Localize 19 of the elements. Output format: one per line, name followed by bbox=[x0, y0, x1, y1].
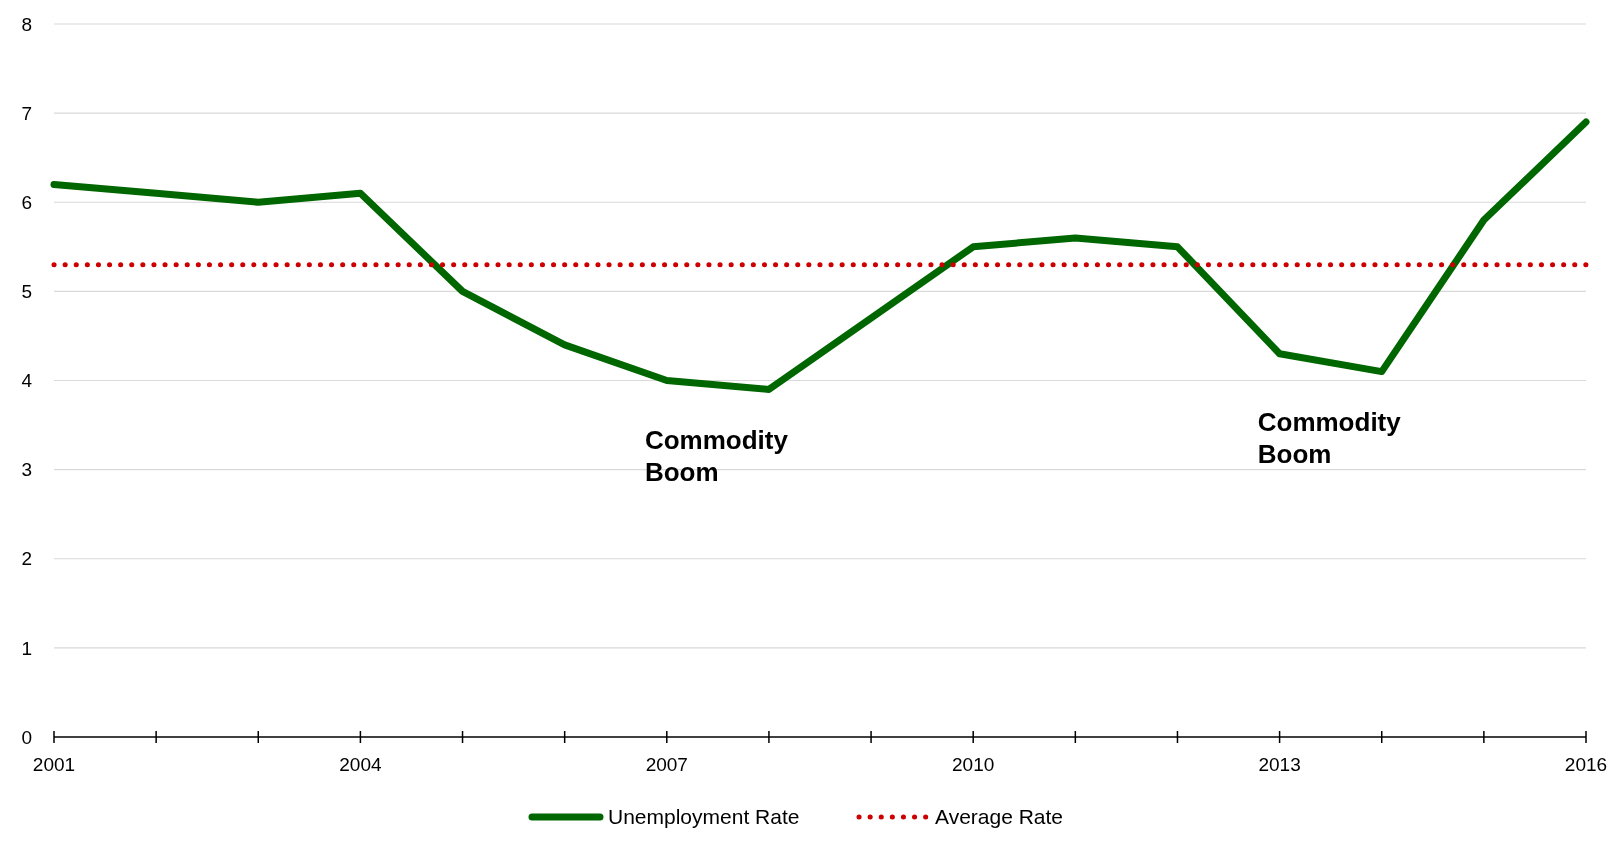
y-tick-label: 6 bbox=[21, 191, 32, 213]
annotation: Commodity Boom bbox=[1257, 406, 1402, 470]
y-tick-label: 4 bbox=[21, 370, 33, 392]
x-tick-label: 2016 bbox=[1564, 754, 1608, 775]
x-tick-label: 2010 bbox=[952, 754, 995, 775]
y-tick-label: 5 bbox=[21, 281, 32, 303]
y-tick-label: 3 bbox=[21, 459, 32, 481]
y-tick-label: 7 bbox=[21, 102, 32, 124]
y-tick-label: 2 bbox=[21, 548, 32, 570]
x-tick-label: 2004 bbox=[339, 754, 382, 775]
legend-label: Average Rate bbox=[935, 805, 1064, 829]
y-tick-label: 0 bbox=[21, 726, 32, 748]
x-tick-label: 2001 bbox=[32, 754, 76, 775]
x-tick-label: 2013 bbox=[1258, 754, 1301, 775]
annotation: Commodity Boom bbox=[644, 424, 789, 488]
y-tick-label: 1 bbox=[21, 637, 32, 659]
x-tick-label: 2007 bbox=[645, 754, 688, 775]
legend-label: Unemployment Rate bbox=[608, 805, 800, 829]
y-tick-label: 8 bbox=[21, 13, 32, 35]
